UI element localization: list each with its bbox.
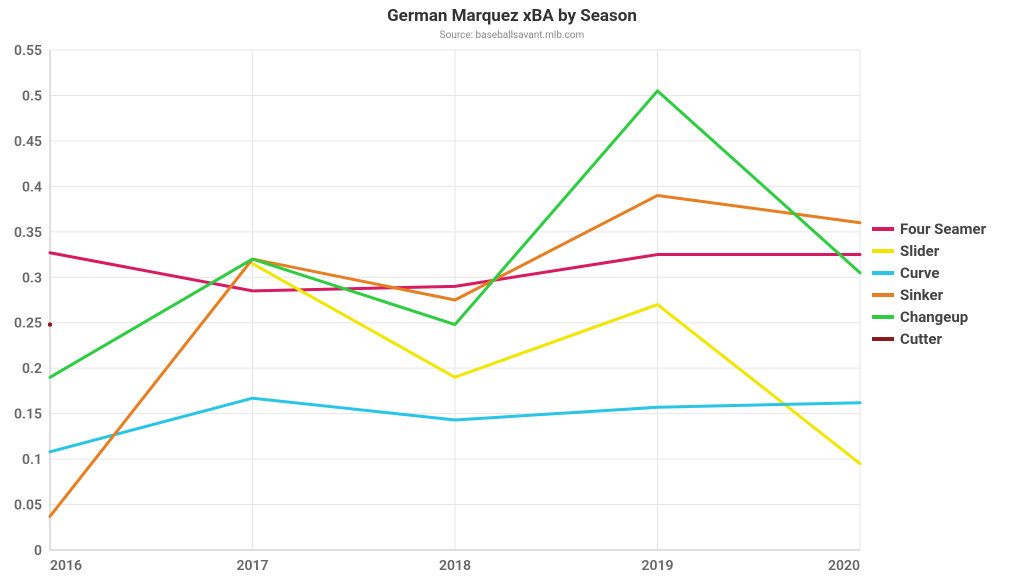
chart-title: German Marquez xBA by Season (0, 6, 1024, 26)
svg-text:0: 0 (34, 543, 42, 559)
legend-item: Cutter (872, 330, 942, 348)
svg-text:2016: 2016 (50, 558, 82, 574)
svg-text:0.1: 0.1 (22, 452, 42, 468)
legend-label: Slider (900, 242, 939, 260)
svg-text:0.5: 0.5 (22, 88, 42, 104)
legend-swatch (872, 227, 894, 231)
svg-text:0.4: 0.4 (22, 179, 42, 195)
svg-text:0.05: 0.05 (14, 498, 42, 514)
svg-text:2019: 2019 (642, 558, 674, 574)
legend-label: Curve (900, 264, 939, 282)
legend-item: Changeup (872, 308, 968, 326)
legend-item: Slider (872, 242, 939, 260)
legend-swatch (872, 249, 894, 253)
legend-label: Sinker (900, 286, 943, 304)
legend-swatch (872, 315, 894, 319)
chart-subtitle: Source: baseballsavant.mlb.com (0, 30, 1024, 41)
legend-swatch (872, 271, 894, 275)
legend-label: Cutter (900, 330, 942, 348)
legend-swatch (872, 337, 894, 341)
legend-swatch (872, 293, 894, 297)
svg-text:0.35: 0.35 (14, 225, 42, 241)
svg-text:0.45: 0.45 (14, 134, 42, 150)
svg-text:0.25: 0.25 (14, 316, 42, 332)
legend-item: Curve (872, 264, 939, 282)
legend-item: Sinker (872, 286, 943, 304)
svg-text:0.2: 0.2 (22, 361, 42, 377)
svg-text:2018: 2018 (439, 558, 471, 574)
svg-text:0.3: 0.3 (22, 270, 42, 286)
legend-item: Four Seamer (872, 220, 986, 238)
svg-text:0.55: 0.55 (14, 43, 42, 59)
legend-label: Changeup (900, 308, 968, 326)
svg-text:2017: 2017 (237, 558, 269, 574)
line-chart: 0 0.05 0.1 0.15 0.2 0.25 0.3 0.35 0.4 0.45 0.5 0.55… (0, 0, 1024, 576)
svg-text:2020: 2020 (828, 558, 860, 574)
svg-text:0.15: 0.15 (14, 407, 42, 423)
legend-label: Four Seamer (900, 220, 986, 238)
chart-container: German Marquez xBA by Season Source: bas… (0, 0, 1024, 576)
